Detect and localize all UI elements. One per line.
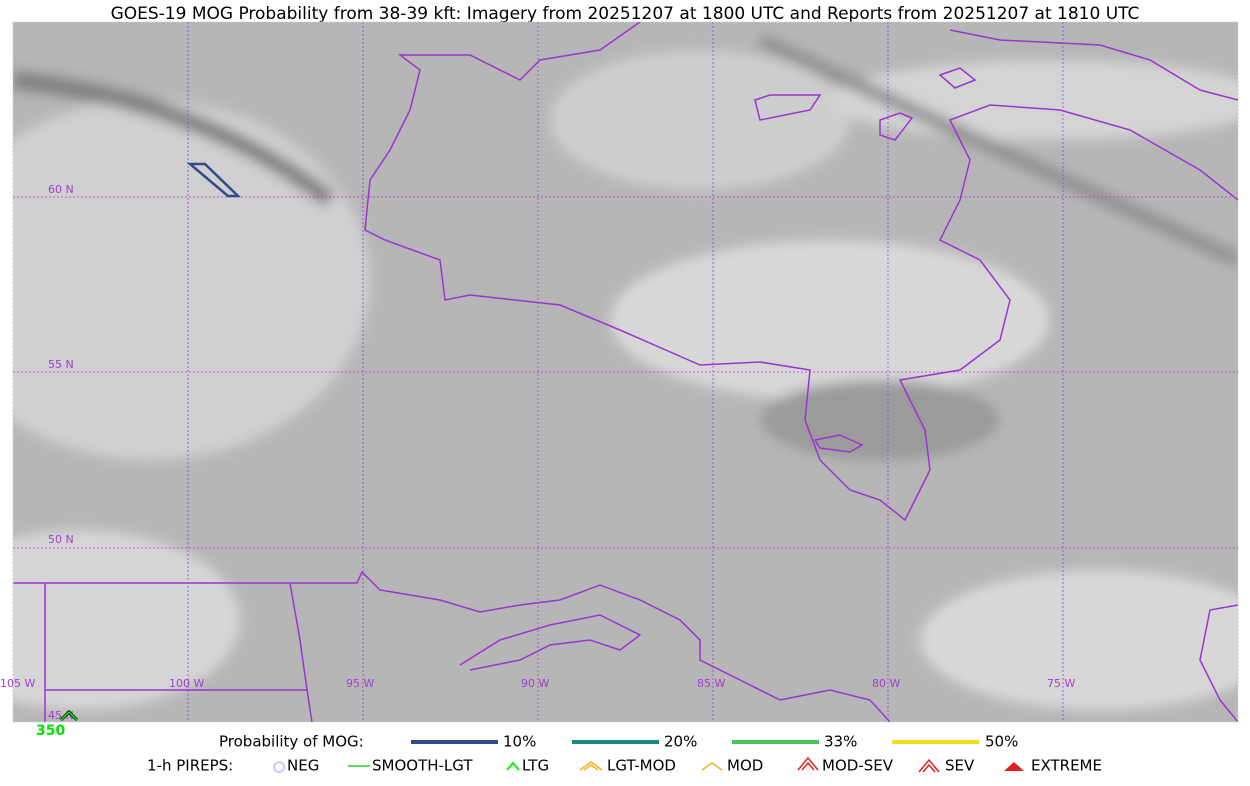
legend-item: MOD-SEV [822, 757, 894, 775]
lat-label: 60 N [48, 183, 74, 196]
legend-item: 50% [985, 733, 1018, 751]
lon-label: 85 W [697, 677, 725, 690]
legend-item: EXTREME [1031, 757, 1102, 775]
lon-label: 105 W [0, 677, 35, 690]
legend-icon [797, 756, 819, 771]
legend-icon [506, 761, 520, 771]
legend-item: SMOOTH-LGT [372, 757, 473, 775]
legend: Probability of MOG: 10% 20% 33% 50% 1-h … [147, 733, 1102, 775]
legend-title: Probability of MOG: [219, 733, 364, 751]
legend-item: 10% [503, 733, 536, 751]
graticule [13, 22, 1238, 722]
legend-icon [701, 762, 723, 771]
lon-label: 90 W [521, 677, 549, 690]
legend-title: 1-h PIREPS: [147, 757, 233, 775]
legend-item: LGT-MOD [607, 757, 676, 775]
legend-item: SEV [945, 757, 975, 775]
lon-label: 80 W [872, 677, 900, 690]
lon-label: 75 W [1047, 677, 1075, 690]
map [13, 22, 1238, 722]
lon-label: 95 W [346, 677, 374, 690]
legend-item: 33% [824, 733, 857, 751]
legend-icon [273, 761, 285, 773]
legend-item: LTG [522, 757, 549, 775]
lat-label: 55 N [48, 358, 74, 371]
legend-icon [579, 761, 603, 771]
pirep-label: 350 [36, 723, 65, 739]
legend-icon [918, 758, 940, 773]
legend-icon [1004, 762, 1024, 771]
coastlines [13, 22, 1238, 722]
lat-label: 50 N [48, 533, 74, 546]
probability-contour [186, 162, 242, 198]
legend-item: NEG [287, 757, 319, 775]
legend-item: MOD [727, 757, 763, 775]
lon-label: 100 W [169, 677, 204, 690]
title: GOES-19 MOG Probability from 38-39 kft: … [111, 4, 1140, 24]
map-frame [12, 21, 1239, 723]
legend-item: 20% [664, 733, 697, 751]
pirep-marker [60, 710, 78, 721]
